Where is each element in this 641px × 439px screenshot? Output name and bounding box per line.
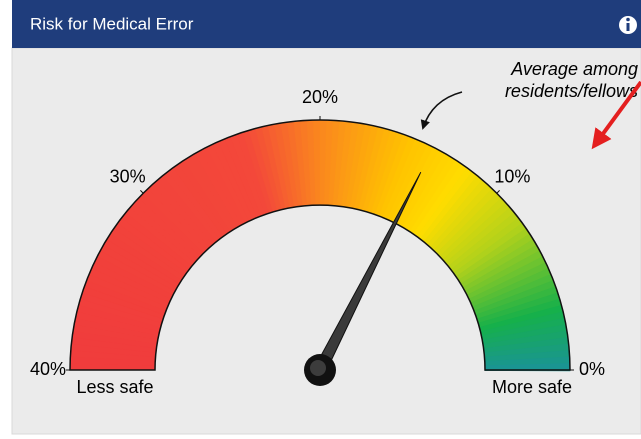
- info-icon[interactable]: [619, 16, 637, 34]
- needle-hub-inner: [310, 360, 326, 376]
- annotation: residents/fellows: [505, 81, 638, 101]
- gauge: 40% 30% 20% 10% 0% Less safe More safe Average …: [30, 59, 638, 397]
- panel-title: Risk for Medical Error: [30, 14, 194, 33]
- left-label: Less safe: [76, 377, 153, 397]
- gauge-tick-label: 10%: [494, 166, 530, 186]
- annotation: Average among: [510, 59, 638, 79]
- gauge-tick: [496, 190, 500, 194]
- red-pointer-arrow: [591, 80, 641, 150]
- right-label: More safe: [492, 377, 572, 397]
- gauge-outline: [69, 119, 571, 371]
- gauge-tick-label: 30%: [110, 166, 146, 186]
- gauge-tick-label: 40%: [30, 359, 66, 379]
- gauge-tick: [140, 190, 144, 194]
- gauge-tick-label: 20%: [302, 87, 338, 107]
- gauge-tick-label: 0%: [579, 359, 605, 379]
- panel-header: [12, 0, 641, 48]
- annotation-arrow: [420, 91, 463, 130]
